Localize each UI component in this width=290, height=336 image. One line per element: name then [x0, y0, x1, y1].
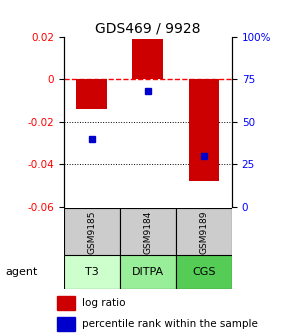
- Bar: [176, 208, 232, 255]
- Bar: [57, 317, 75, 331]
- Title: GDS469 / 9928: GDS469 / 9928: [95, 22, 201, 36]
- Bar: [64, 255, 120, 289]
- Text: DITPA: DITPA: [132, 267, 164, 277]
- Bar: [64, 208, 120, 255]
- Text: percentile rank within the sample: percentile rank within the sample: [82, 319, 258, 329]
- Text: GSM9189: GSM9189: [200, 210, 209, 254]
- Bar: [120, 208, 176, 255]
- Text: CGS: CGS: [192, 267, 216, 277]
- Text: GSM9185: GSM9185: [87, 210, 96, 254]
- Bar: [133, 39, 163, 79]
- Bar: [176, 255, 232, 289]
- Bar: [188, 79, 219, 181]
- Bar: [76, 79, 107, 109]
- Bar: [57, 296, 75, 310]
- Text: log ratio: log ratio: [82, 298, 126, 308]
- Text: T3: T3: [85, 267, 99, 277]
- Text: GSM9184: GSM9184: [143, 210, 153, 254]
- Text: agent: agent: [6, 267, 38, 277]
- Bar: [120, 255, 176, 289]
